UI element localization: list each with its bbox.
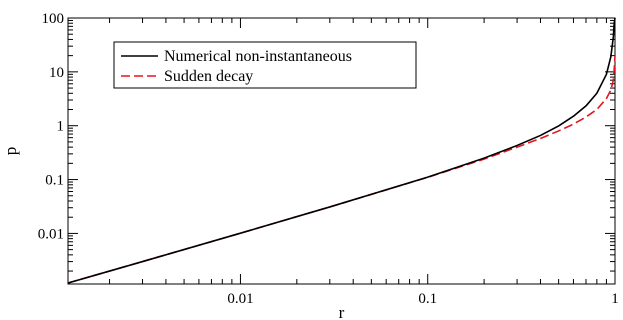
legend-box bbox=[113, 41, 417, 89]
y-tick-label: 0.01 bbox=[38, 226, 64, 242]
y-tick-label: 100 bbox=[42, 11, 65, 27]
x-axis-title: r bbox=[339, 303, 345, 320]
series-layer bbox=[67, 17, 616, 284]
series-line-sudden-decay bbox=[67, 55, 616, 284]
x-tick-label: 0.1 bbox=[418, 291, 437, 307]
x-tick-label: 1 bbox=[611, 291, 619, 307]
x-tick-label: 0.01 bbox=[227, 291, 253, 307]
legend-label-numerical: Numerical non-instantaneous bbox=[164, 48, 352, 65]
y-tick-label: 10 bbox=[49, 65, 64, 81]
y-tick-label: 0.1 bbox=[45, 173, 64, 189]
series-line-numerical bbox=[67, 17, 616, 284]
y-tick-label: 1 bbox=[57, 119, 65, 135]
legend: Numerical non-instantaneous Sudden decay bbox=[113, 41, 417, 89]
y-axis-title: p bbox=[1, 147, 20, 156]
plot-frame bbox=[67, 17, 616, 285]
ticks-layer: 0.01 0.1 1 0.01 0.1 1 10 100 bbox=[38, 11, 619, 307]
legend-label-sudden-decay: Sudden decay bbox=[164, 68, 253, 85]
